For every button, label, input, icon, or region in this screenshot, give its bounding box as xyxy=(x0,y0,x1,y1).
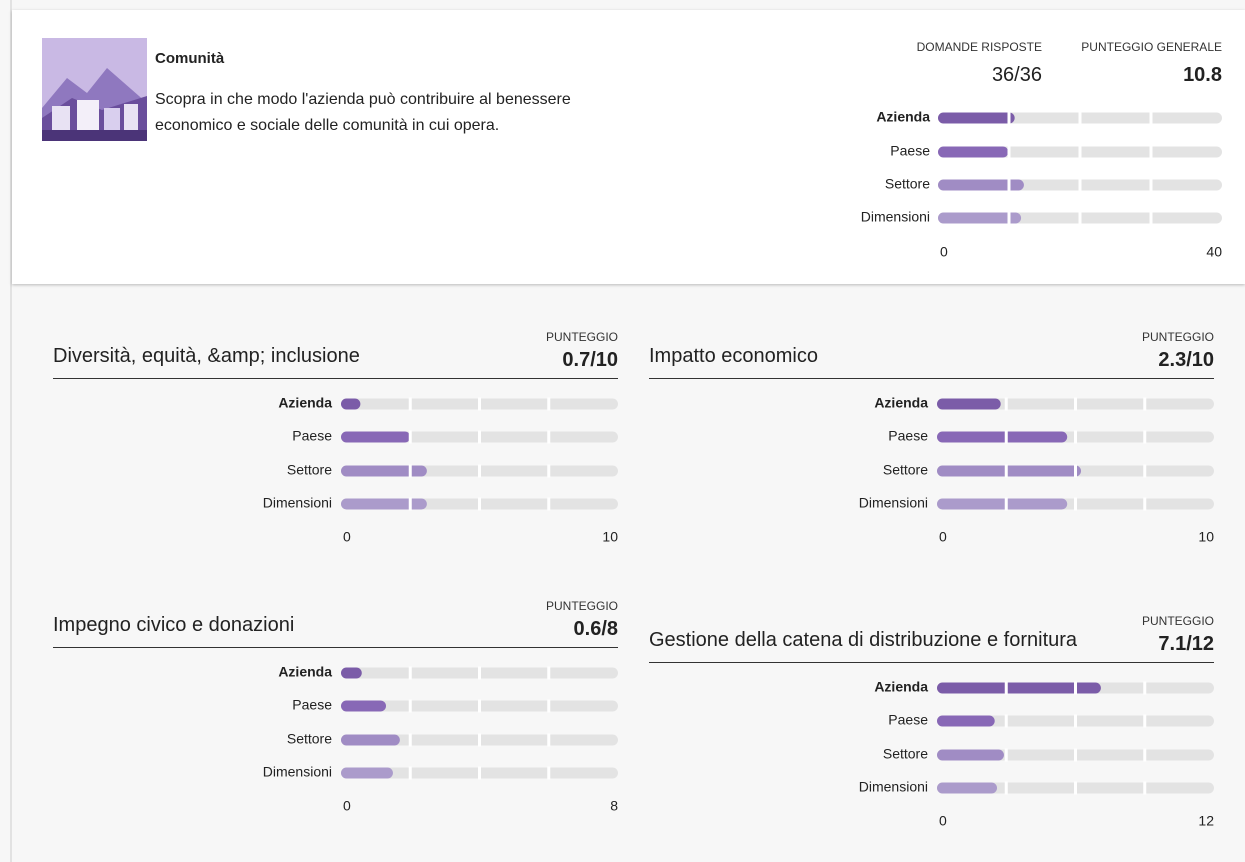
row-label: Dimensioni xyxy=(859,779,928,795)
topic-chart: Azienda Paese Settore Dimensioni 0 10 xyxy=(649,379,1214,554)
bar xyxy=(937,499,1067,510)
row-label: Azienda xyxy=(874,679,928,695)
community-illustration xyxy=(42,38,147,141)
topic-score-block: PUNTEGGIO 0.7/10 xyxy=(546,330,618,372)
topic-score-label: PUNTEGGIO xyxy=(1142,330,1214,344)
row-label: Settore xyxy=(287,462,332,478)
bar xyxy=(341,668,362,679)
topic-score-block: PUNTEGGIO 2.3/10 xyxy=(1142,330,1214,372)
x-tick-label: 0 xyxy=(343,529,351,545)
bar xyxy=(937,432,1067,443)
row-label: Paese xyxy=(292,428,332,444)
x-tick-label: 0 xyxy=(343,798,351,814)
topic-panel: Impatto economico PUNTEGGIO 2.3/10 Azienda P… xyxy=(649,330,1214,554)
topic-header: Impegno civico e donazioni PUNTEGGIO 0.6/8 xyxy=(53,599,618,648)
row-label: Dimensioni xyxy=(263,495,332,511)
topic-score-label: PUNTEGGIO xyxy=(546,599,618,613)
topic-score: 0.6/8 xyxy=(546,617,618,641)
x-tick-label: 10 xyxy=(1198,529,1214,545)
x-tick-label: 0 xyxy=(939,813,947,829)
bar xyxy=(341,768,393,779)
topic-score-label: PUNTEGGIO xyxy=(1142,614,1214,628)
bar xyxy=(937,716,995,727)
row-label: Settore xyxy=(287,731,332,747)
answered-value: 36/36 xyxy=(892,64,1042,87)
bar xyxy=(938,180,1024,191)
topic-title: Impegno civico e donazioni xyxy=(53,609,294,641)
bar xyxy=(341,499,427,510)
score-label: PUNTEGGIO GENERALE xyxy=(1052,40,1222,54)
row-label: Paese xyxy=(888,712,928,728)
bar xyxy=(341,399,360,410)
bar xyxy=(341,701,386,712)
x-tick-label: 0 xyxy=(940,244,948,260)
topic-title: Diversità, equità, &amp; inclusione xyxy=(53,340,360,372)
row-label: Dimensioni xyxy=(263,764,332,780)
topic-title: Impatto economico xyxy=(649,340,818,372)
row-label: Azienda xyxy=(874,395,928,411)
topic-score: 2.3/10 xyxy=(1142,348,1214,372)
row-label: Azienda xyxy=(278,664,332,680)
row-label: Dimensioni xyxy=(859,495,928,511)
bar xyxy=(938,147,1008,158)
row-label: Azienda xyxy=(278,395,332,411)
x-tick-label: 40 xyxy=(1206,244,1222,260)
row-label: Settore xyxy=(885,176,930,192)
row-label: Paese xyxy=(890,143,930,159)
topic-chart: Azienda Paese Settore Dimensioni 0 10 xyxy=(53,379,618,554)
topic-header: Gestione della catena di distribuzione e… xyxy=(649,614,1214,663)
topic-score-block: PUNTEGGIO 7.1/12 xyxy=(1142,614,1214,656)
bar xyxy=(938,113,1015,124)
row-label: Paese xyxy=(292,697,332,713)
row-label: Dimensioni xyxy=(861,209,930,225)
section-title: Comunità xyxy=(155,50,224,67)
bar xyxy=(937,750,1004,761)
x-tick-label: 0 xyxy=(939,529,947,545)
bar xyxy=(341,466,427,477)
topic-panel: Gestione della catena di distribuzione e… xyxy=(649,614,1214,838)
overview-chart: Azienda Paese Settore Dimensioni 0 40 xyxy=(830,100,1230,270)
bar xyxy=(341,735,400,746)
bar xyxy=(937,399,1001,410)
section-description: Scopra in che modo l'azienda può contrib… xyxy=(155,87,625,139)
topic-score-label: PUNTEGGIO xyxy=(546,330,618,344)
topic-score-block: PUNTEGGIO 0.6/8 xyxy=(546,599,618,641)
topic-header: Diversità, equità, &amp; inclusione PUNTE… xyxy=(53,330,618,379)
x-tick-label: 12 xyxy=(1198,813,1214,829)
topic-panel: Impegno civico e donazioni PUNTEGGIO 0.6/8… xyxy=(53,599,618,823)
score-value: 10.8 xyxy=(1052,64,1222,87)
topic-panel: Diversità, equità, &amp; inclusione PUNTE… xyxy=(53,330,618,554)
page: Comunità Scopra in che modo l'azienda pu… xyxy=(0,0,1245,862)
row-label: Settore xyxy=(883,462,928,478)
row-label: Settore xyxy=(883,746,928,762)
topic-chart: Azienda Paese Settore Dimensioni 0 12 xyxy=(649,663,1214,838)
x-tick-label: 10 xyxy=(602,529,618,545)
bar xyxy=(937,783,997,794)
bar xyxy=(341,432,410,443)
score-block: PUNTEGGIO GENERALE 10.8 xyxy=(1052,40,1222,87)
row-label: Azienda xyxy=(876,109,930,125)
topic-header: Impatto economico PUNTEGGIO 2.3/10 xyxy=(649,330,1214,379)
x-tick-label: 8 xyxy=(610,798,618,814)
row-label: Paese xyxy=(888,428,928,444)
topic-score: 0.7/10 xyxy=(546,348,618,372)
answered-label: DOMANDE RISPOSTE xyxy=(892,40,1042,54)
topic-chart: Azienda Paese Settore Dimensioni 0 8 xyxy=(53,648,618,823)
answered-block: DOMANDE RISPOSTE 36/36 xyxy=(892,40,1042,87)
bar xyxy=(937,466,1081,477)
topic-title: Gestione della catena di distribuzione e… xyxy=(649,624,1077,656)
topic-score: 7.1/12 xyxy=(1142,632,1214,656)
